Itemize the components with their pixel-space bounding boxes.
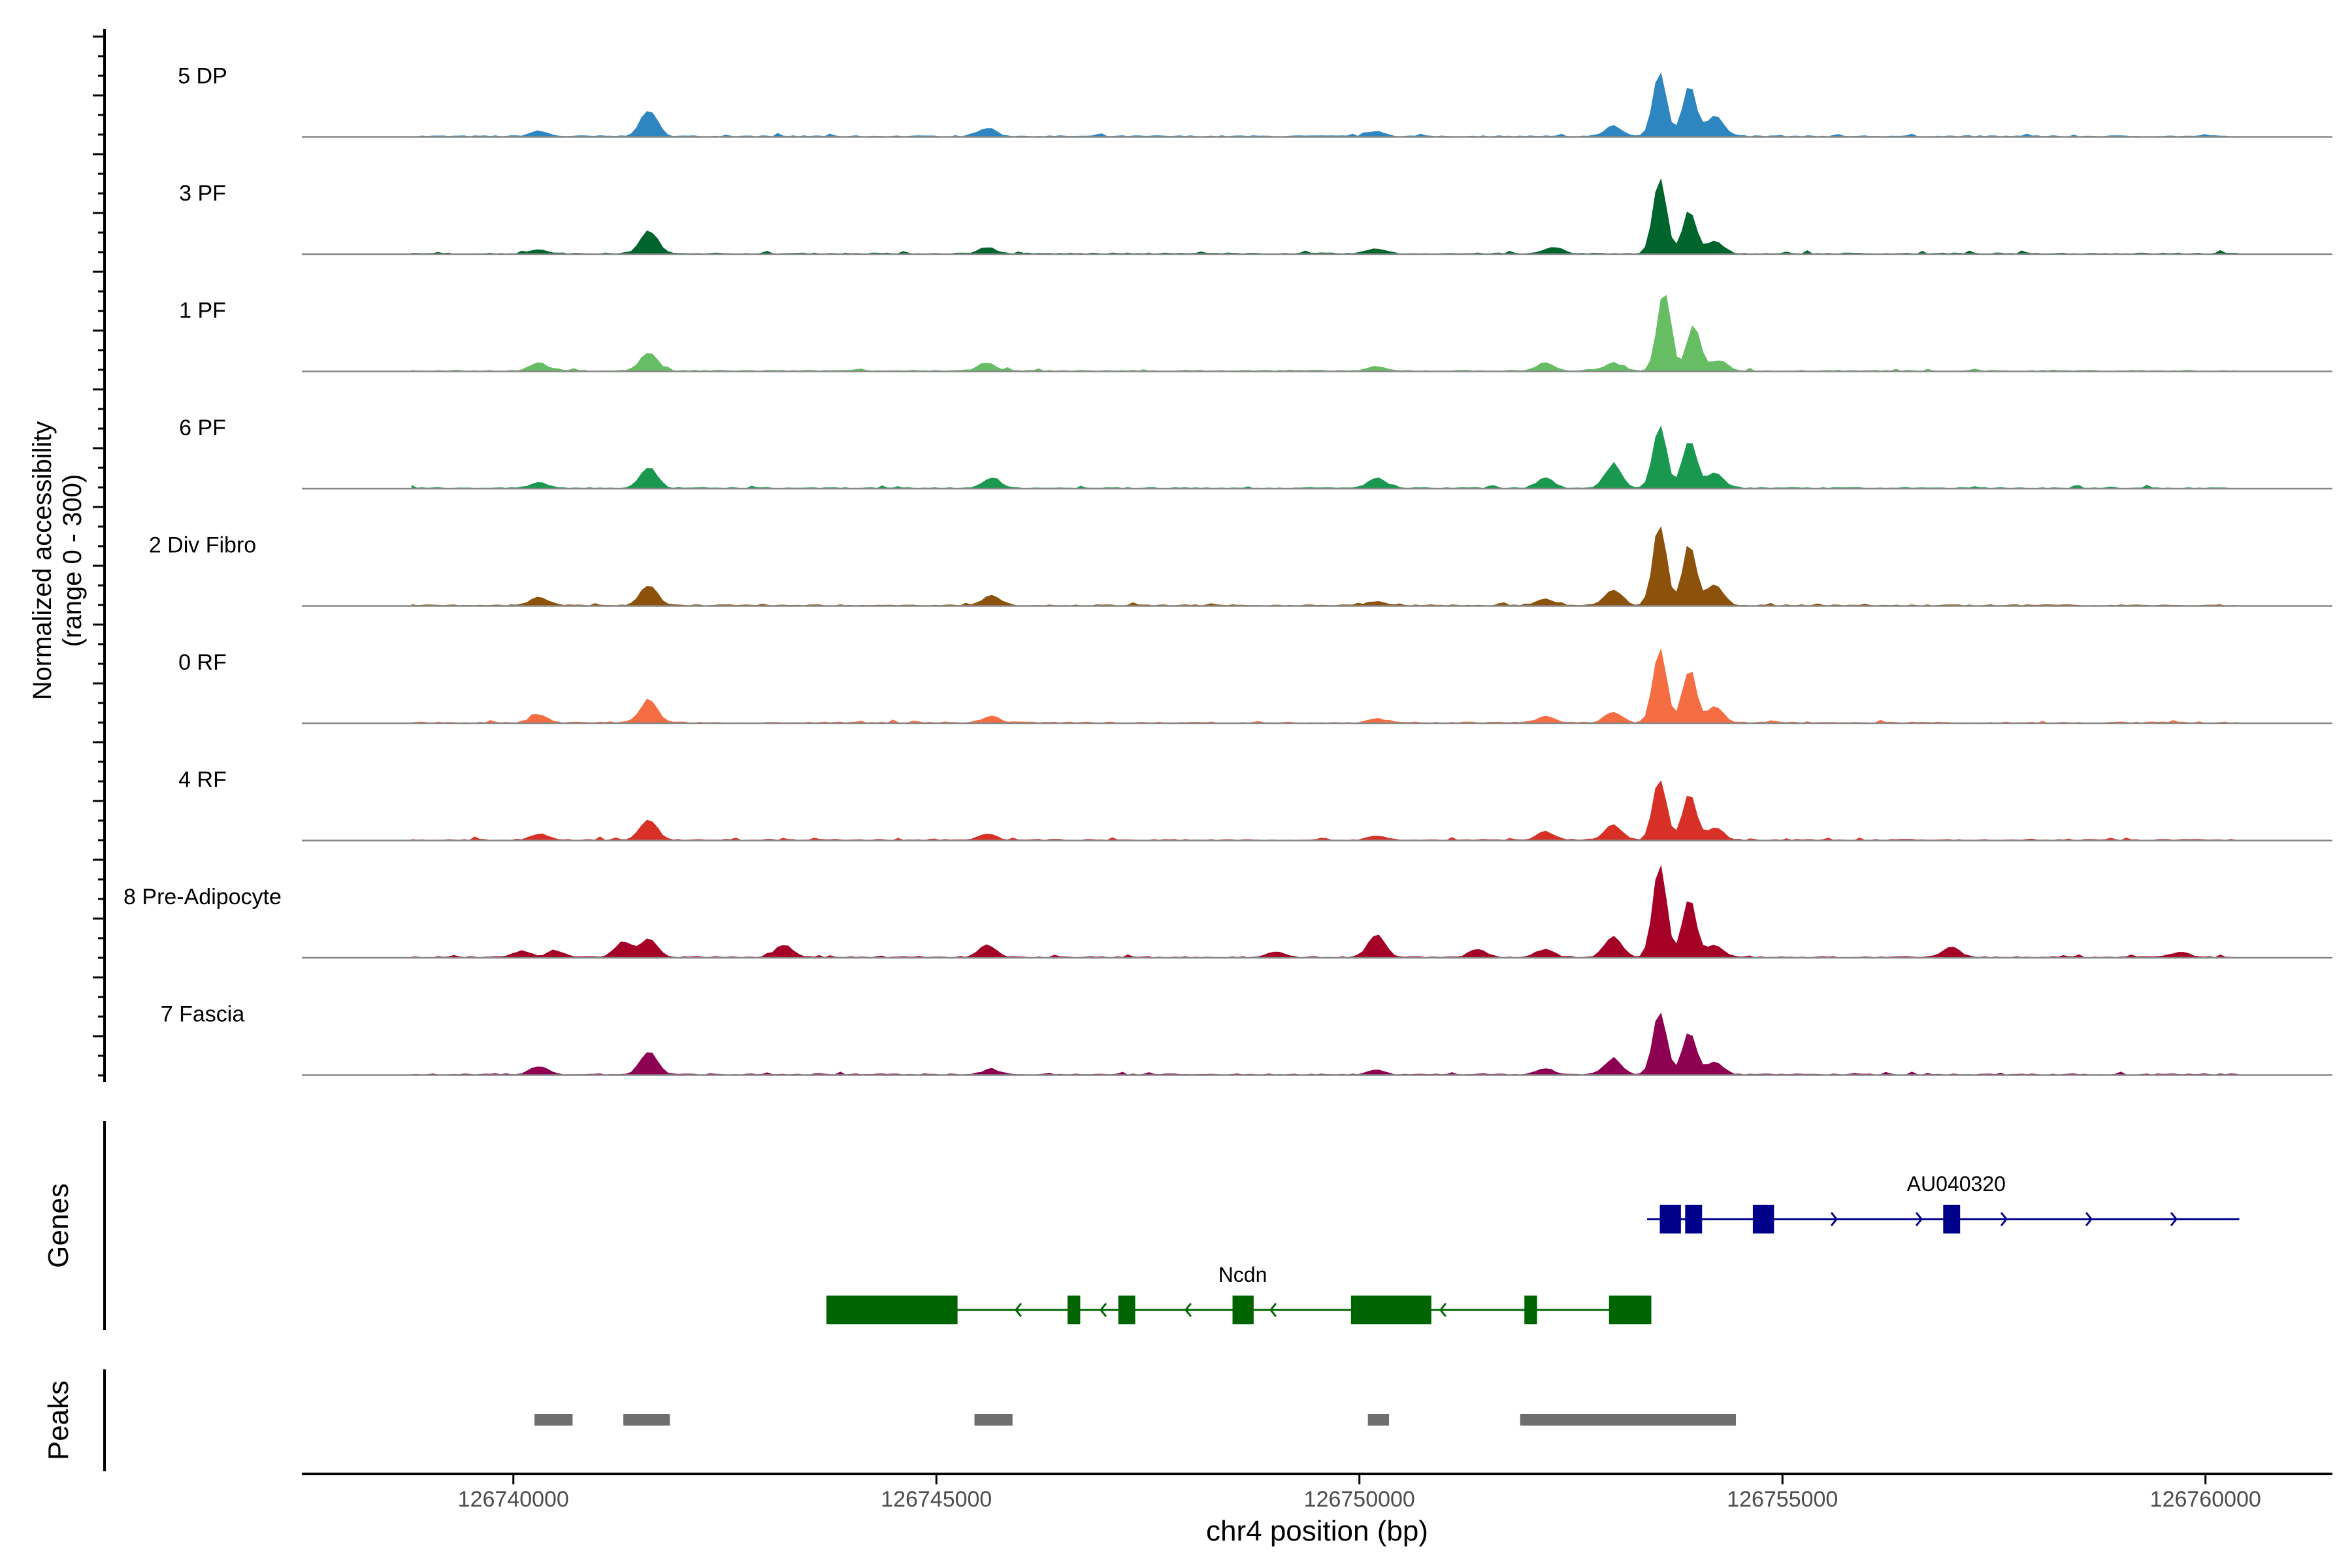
y-axis-title-line1: Normalized accessibility [28, 421, 57, 700]
strand-arrow [1014, 1303, 1022, 1317]
gene-exon [1067, 1296, 1081, 1324]
track-label: 4 RF [178, 768, 227, 792]
peaks-panel-label: Peaks [42, 1380, 74, 1460]
coverage-tracks: 5 DP 3 PF 1 PF 6 PF 2 Div Fibro 0 RF 4 RF 8 Pre… [123, 64, 2332, 1076]
gene-exon [1350, 1296, 1431, 1324]
coverage-y-axis-ticks [93, 35, 105, 1077]
track-6: 4 RF [178, 768, 2332, 841]
track-label: 6 PF [179, 416, 226, 440]
gene-label: AU040320 [1907, 1172, 2006, 1196]
gene-exon [1685, 1205, 1703, 1233]
x-axis-ticks: 126740000 126745000 126750000 126755000 1267… [458, 1474, 2261, 1512]
peak-regions [534, 1414, 1737, 1426]
track-3: 6 PF [179, 416, 2332, 490]
peak-region [623, 1414, 670, 1426]
gene-exon [1752, 1205, 1774, 1233]
track-label: 3 PF [179, 181, 226, 206]
track-1: 3 PF [179, 178, 2332, 255]
peak-region [1367, 1414, 1390, 1426]
track-label: 2 Div Fibro [149, 533, 256, 558]
gene-label: Ncdn [1218, 1263, 1267, 1286]
peak-region [974, 1414, 1013, 1426]
gene-exon [1232, 1296, 1254, 1324]
genes-panel-label: Genes [42, 1183, 74, 1268]
coverage-area [411, 1012, 2240, 1076]
track-label: 8 Pre-Adipocyte [123, 885, 282, 909]
strand-arrow [1915, 1212, 1923, 1226]
gene-exon [1609, 1296, 1652, 1324]
track-label: 1 PF [179, 299, 226, 323]
gene-exon [1524, 1296, 1537, 1324]
strand-arrow [2085, 1212, 2093, 1226]
coverage-area [411, 425, 2240, 489]
x-tick-label: 126745000 [881, 1487, 992, 1512]
track-0: 5 DP [178, 64, 2332, 138]
coverage-area [411, 526, 2240, 607]
x-tick-label: 126750000 [1304, 1487, 1415, 1512]
track-label: 5 DP [178, 64, 227, 89]
gene-exon [1943, 1205, 1961, 1233]
coverage-area [411, 780, 2240, 841]
x-tick-label: 126760000 [2150, 1487, 2261, 1512]
track-5: 0 RF [178, 648, 2332, 725]
peak-region [534, 1414, 573, 1426]
x-tick-label: 126755000 [1727, 1487, 1838, 1512]
strand-arrow [2000, 1212, 2008, 1226]
track-4: 2 Div Fibro [149, 526, 2332, 607]
coverage-area [411, 648, 2240, 724]
gene-Ncdn: Ncdn [826, 1263, 1652, 1324]
coverage-area [411, 295, 2240, 372]
gene-AU040320: AU040320 [1647, 1172, 2240, 1233]
gene-exon [1118, 1296, 1135, 1324]
track-label: 7 Fascia [161, 1002, 245, 1027]
x-axis-title: chr4 position (bp) [1206, 1515, 1428, 1547]
track-label: 0 RF [178, 650, 227, 675]
x-tick-label: 126740000 [458, 1487, 569, 1512]
strand-arrow [1184, 1303, 1192, 1317]
strand-arrow [1269, 1303, 1277, 1317]
coverage-area [412, 72, 2240, 138]
gene-exon [826, 1296, 958, 1324]
peak-region [1520, 1414, 1737, 1426]
coverage-area [411, 178, 2240, 255]
strand-arrow [1439, 1303, 1447, 1317]
strand-arrow [1830, 1212, 1838, 1226]
y-axis-title-line2: (range 0 - 300) [58, 474, 87, 647]
gene-annotations: AU040320 Ncdn [826, 1172, 2240, 1324]
strand-arrow [2170, 1212, 2178, 1226]
track-2: 1 PF [179, 295, 2332, 372]
coverage-area [411, 864, 2240, 958]
gene-exon [1659, 1205, 1681, 1233]
track-7: 8 Pre-Adipocyte [123, 864, 2332, 959]
track-8: 7 Fascia [161, 1002, 2332, 1076]
strand-arrow [1099, 1303, 1107, 1317]
